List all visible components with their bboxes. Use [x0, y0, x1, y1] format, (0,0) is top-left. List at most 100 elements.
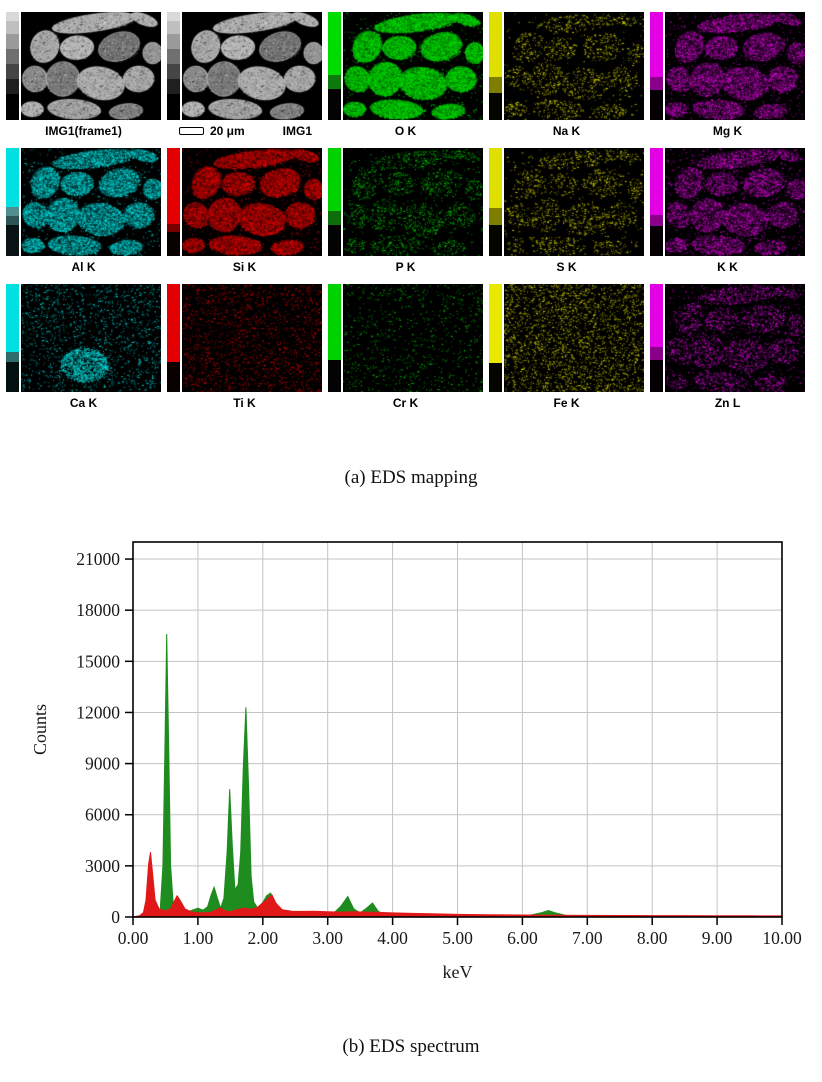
colorbar-segment — [650, 214, 663, 226]
colorbar-segment — [489, 208, 502, 225]
image-title-label: Cr K — [392, 395, 419, 410]
colorbar-segment — [6, 216, 19, 225]
y-tick-label: 9000 — [85, 754, 120, 774]
element-map-ti-k — [182, 284, 322, 392]
spectrum-svg: 0.00 1.00 2.00 3.00 4.00 5.00 6.00 7.00 8.00 9.00… — [30, 541, 802, 982]
colorbar-segment — [489, 284, 502, 363]
colorbar-segment — [6, 207, 19, 217]
x-axis-title: keV — [443, 962, 473, 982]
panel-img1-frame1: IMG1(frame1) — [6, 12, 161, 139]
panel-label: 20 μm IMG1 — [167, 122, 322, 139]
y-tick-label: 0 — [111, 907, 120, 927]
intensity-colorbar — [167, 12, 180, 120]
eds-spectrum-chart: 0.00 1.00 2.00 3.00 4.00 5.00 6.00 7.00 8.00 9.00… — [0, 530, 822, 1000]
colorbar-segment — [328, 148, 341, 211]
x-tick-label: 2.00 — [247, 928, 278, 948]
panel-label: K K — [650, 258, 805, 275]
colorbar-segment — [489, 362, 502, 392]
x-tick-label: 9.00 — [702, 928, 733, 948]
colorbar-segment — [328, 74, 341, 89]
colorbar-segment — [6, 94, 19, 120]
intensity-colorbar — [650, 12, 663, 120]
element-map-o-k — [343, 12, 483, 120]
x-tick-label: 6.00 — [507, 928, 538, 948]
x-tick-label: 1.00 — [183, 928, 214, 948]
colorbar-segment — [6, 352, 19, 362]
intensity-colorbar — [489, 12, 502, 120]
panel-image-area — [489, 284, 644, 392]
mapping-row: Al K Si K P K S K K K — [6, 148, 822, 275]
panel-zn-l: Zn L — [650, 284, 805, 411]
image-title-label: Na K — [552, 123, 581, 138]
caption-b: (b) EDS spectrum — [342, 1036, 480, 1057]
colorbar-segment — [489, 148, 502, 209]
panel-image-area — [328, 284, 483, 392]
colorbar-segment — [489, 92, 502, 120]
element-map-cr-k — [343, 284, 483, 392]
colorbar-segment — [6, 148, 19, 208]
colorbar-segment — [328, 210, 341, 225]
colorbar-segment — [650, 76, 663, 90]
image-title-label: Ti K — [233, 395, 256, 410]
intensity-colorbar — [6, 12, 19, 120]
colorbar-segment — [650, 359, 663, 392]
intensity-colorbar — [328, 12, 341, 120]
panel-p-k: P K — [328, 148, 483, 275]
y-tick-label: 12000 — [76, 702, 120, 722]
colorbar-segment — [167, 48, 180, 64]
y-tick-label: 21000 — [76, 549, 120, 569]
figure: IMG1(frame1) 20 μm IMG1 O K Na K Mg K Al K Si K… — [0, 0, 822, 1057]
y-tick-label: 3000 — [85, 856, 120, 876]
image-title-label: P K — [395, 259, 416, 274]
intensity-colorbar — [650, 148, 663, 256]
colorbar-segment — [489, 76, 502, 93]
panel-ca-k: Ca K — [6, 284, 161, 411]
panel-image-area — [489, 12, 644, 120]
colorbar-segment — [167, 223, 180, 233]
colorbar-segment — [6, 284, 19, 353]
element-map-fe-k — [504, 284, 644, 392]
colorbar-segment — [489, 224, 502, 256]
intensity-colorbar — [6, 284, 19, 392]
panel-label: Si K — [167, 258, 322, 275]
colorbar-segment — [650, 148, 663, 215]
intensity-colorbar — [6, 148, 19, 256]
image-title-label: IMG1(frame1) — [45, 123, 122, 138]
colorbar-segment — [6, 33, 19, 49]
element-map-mg-k — [665, 12, 805, 120]
element-map-si-k — [182, 148, 322, 256]
element-map-s-k — [504, 148, 644, 256]
image-title-label: O K — [394, 123, 417, 138]
panel-image-area — [328, 148, 483, 256]
intensity-colorbar — [167, 284, 180, 392]
intensity-colorbar — [489, 284, 502, 392]
x-tick-label: 7.00 — [572, 928, 603, 948]
panel-label: Na K — [489, 122, 644, 139]
panel-label: P K — [328, 258, 483, 275]
element-map-al-k — [21, 148, 161, 256]
x-tick-label: 8.00 — [637, 928, 668, 948]
sem-image-img1 — [182, 12, 322, 120]
colorbar-segment — [167, 63, 180, 79]
sem-image-img1-frame1 — [21, 12, 161, 120]
colorbar-segment — [167, 94, 180, 120]
colorbar-segment — [650, 284, 663, 347]
panel-al-k: Al K — [6, 148, 161, 275]
colorbar-segment — [328, 224, 341, 256]
mapping-row: IMG1(frame1) 20 μm IMG1 O K Na K Mg K — [6, 12, 822, 139]
scale-length-label: 20 μm — [210, 123, 245, 138]
colorbar-segment — [6, 224, 19, 256]
colorbar-segment — [650, 346, 663, 360]
element-map-ca-k — [21, 284, 161, 392]
panel-image-area — [489, 148, 644, 256]
element-label: IMG1 — [282, 123, 312, 138]
colorbar-segment — [650, 12, 663, 77]
image-title-label: Ca K — [69, 395, 98, 410]
panel-fe-k: Fe K — [489, 284, 644, 411]
colorbar-segment — [167, 33, 180, 49]
eds-mapping-grid: IMG1(frame1) 20 μm IMG1 O K Na K Mg K Al K Si K… — [0, 0, 822, 411]
panel-si-k: Si K — [167, 148, 322, 275]
panel-label: Fe K — [489, 394, 644, 411]
intensity-colorbar — [328, 148, 341, 256]
y-tick-label: 15000 — [76, 651, 120, 671]
